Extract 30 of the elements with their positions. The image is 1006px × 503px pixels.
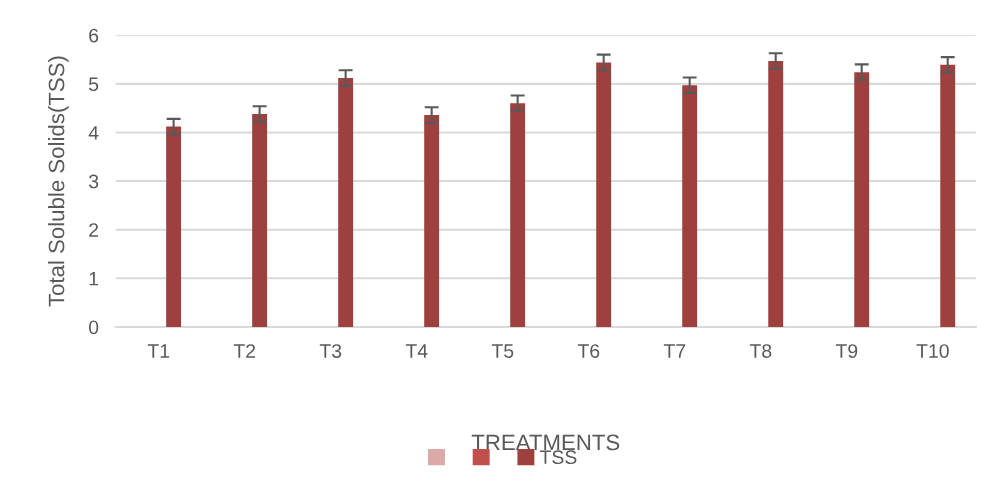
y-tick-label: 0 [88,320,99,335]
bar [424,114,440,327]
x-tick-label: T1 [147,344,170,358]
x-axis-title: TREATMENTS [471,434,620,451]
bar [510,103,526,327]
bar [682,85,698,327]
x-tick-label: T9 [835,344,858,358]
x-tick-label: T3 [319,344,342,358]
y-tick-label: 5 [88,77,99,92]
x-tick-label: T6 [577,344,600,358]
y-tick-label: 1 [89,272,99,286]
bar [768,60,784,327]
y-tick-label: 6 [89,28,99,43]
x-tick-label: T2 [233,344,256,358]
y-axis-title: Total Soluble Solids(TSS) [48,56,69,307]
x-tick-label: T5 [491,344,514,358]
bar [338,78,354,327]
x-tick-label: T10 [916,344,949,358]
y-tick-label: 3 [88,174,99,189]
x-tick-label: T4 [405,344,428,358]
x-tick-label: T7 [663,344,686,358]
y-tick-label: 2 [89,223,99,237]
bar [596,62,612,327]
bar [252,113,268,327]
x-tick-label: T8 [749,344,772,358]
legend-label: TSS [539,450,577,465]
bar [166,126,182,327]
bar [940,64,956,327]
y-tick-label: 4 [88,126,99,140]
bar [854,72,870,327]
